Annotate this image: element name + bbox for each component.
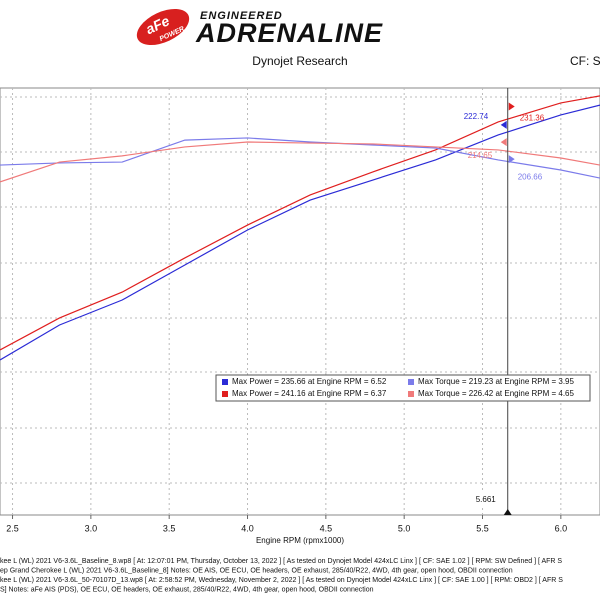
readout-label: 206.66 <box>518 172 543 181</box>
legend-label: Max Torque = 219.23 at Engine RPM = 3.95 <box>418 377 575 386</box>
readout-marker <box>508 102 515 111</box>
x-axis-label: Engine RPM (rpmx1000) <box>256 536 344 545</box>
footer-line: kee L (WL) 2021 V6-3.6L_Baseline_8.wp8 [… <box>0 558 562 565</box>
horizontal-grid <box>0 96 600 484</box>
cursor-pointer <box>503 509 512 515</box>
series-line <box>0 141 600 183</box>
series-line <box>0 104 600 361</box>
legend-label: Max Power = 241.16 at Engine RPM = 6.37 <box>232 389 387 398</box>
logo-badge <box>136 8 190 46</box>
slogan: ADRENALINE <box>195 18 383 48</box>
legend: Max Power = 235.66 at Engine RPM = 6.52 M… <box>215 374 591 402</box>
footer-line: S] Notes: aFe AIS (PDS), OE ECU, OE head… <box>0 586 374 593</box>
cursor-label-box <box>471 493 502 506</box>
chart-title: Dynojet Research <box>252 54 347 68</box>
x-tick-label: 2.5 <box>6 523 19 533</box>
series-line <box>0 137 600 179</box>
legend-swatch <box>408 379 414 385</box>
footer-line: kee L (WL) 2021 V6-3.6L_50-70107D_13.wp8… <box>0 577 563 584</box>
x-tick-label: 5.5 <box>476 523 489 533</box>
readout-marker <box>500 138 507 147</box>
logo: aFe POWER ENGINEERED ADRENALINE <box>136 8 383 48</box>
corner-note: CF: SA <box>570 54 600 68</box>
readout-label: 214.65 <box>468 151 493 160</box>
readout-label: 222.74 <box>464 112 489 121</box>
readout-label: 231.36 <box>520 114 545 123</box>
footer: kee L (WL) 2021 V6-3.6L_Baseline_8.wp8 [… <box>0 558 563 594</box>
x-tick-label: 4.5 <box>320 523 333 533</box>
x-tick-label: 4.0 <box>241 523 254 533</box>
legend-label: Max Torque = 226.42 at Engine RPM = 4.65 <box>418 389 575 398</box>
readout-marker <box>508 155 515 164</box>
footer-line: ep Grand Cherokee L (WL) 2021 V6-3.6L_Ba… <box>0 567 513 574</box>
legend-swatch <box>408 391 414 397</box>
tagline: ENGINEERED <box>200 10 283 22</box>
legend-box <box>215 374 591 402</box>
legend-swatch <box>222 379 228 385</box>
x-tick-label: 5.0 <box>398 523 411 533</box>
legend-swatch <box>222 391 228 397</box>
x-tick-label: 3.5 <box>163 523 176 533</box>
x-tick-label: 6.0 <box>555 523 568 533</box>
legend-label: Max Power = 235.66 at Engine RPM = 6.52 <box>232 377 387 386</box>
x-tick-label: 3.0 <box>85 523 98 533</box>
cursor-label: 5.661 <box>476 495 497 504</box>
readout-marker <box>500 120 507 129</box>
series-line <box>0 95 600 351</box>
